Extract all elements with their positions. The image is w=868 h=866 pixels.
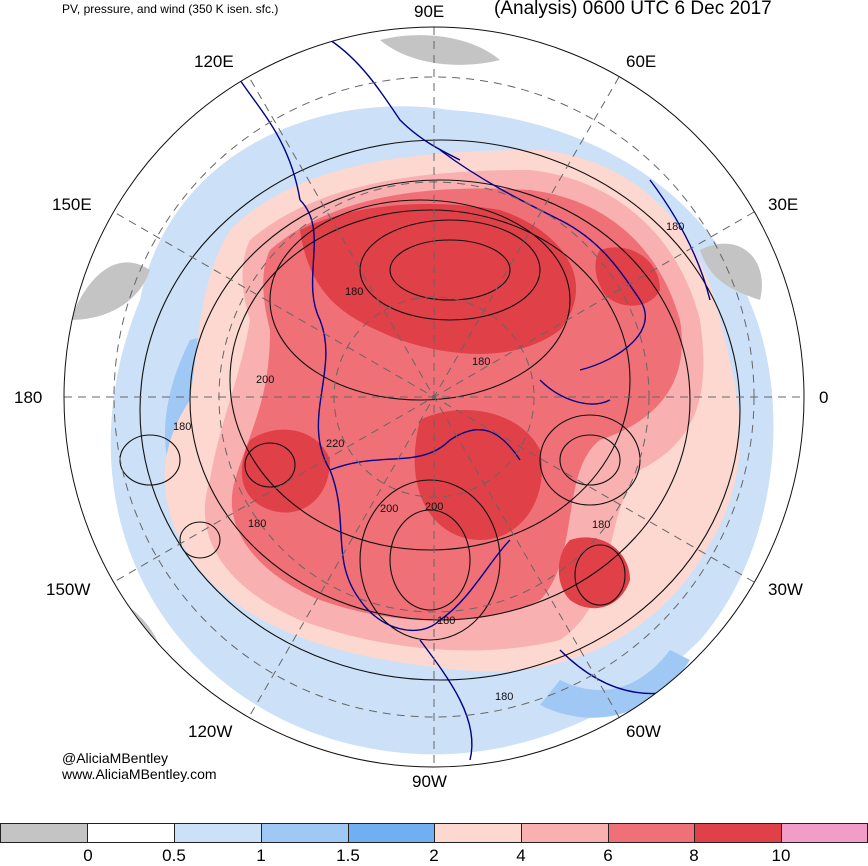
pressure-label: 180 [345,286,363,298]
longitude-label-120w: 120W [188,722,233,741]
pv-gray-patch [700,243,762,300]
pv-core [241,429,330,513]
colorbar-swatch [781,823,868,843]
longitude-label-30e: 30E [768,195,799,214]
colorbar-swatch [261,823,349,843]
colorbar-label: 0 [83,846,93,865]
longitude-label-150w: 150W [46,580,91,599]
pv-gray-patch [380,35,500,65]
pressure-label: 180 [437,615,455,627]
colorbar-swatch [694,823,782,843]
longitude-label-90w: 90W [412,772,447,791]
longitude-label-30w: 30W [768,580,803,599]
colorbar-label: 6 [603,846,613,865]
pv-core [300,204,577,354]
colorbar-swatch [0,823,88,843]
longitude-label-150e: 150E [52,195,92,214]
pv-blue-band-3 [540,650,690,718]
colorbar-label: 1.5 [336,846,360,865]
colorbar-label: 1 [256,846,266,865]
pv-gray-patch [70,262,150,320]
pressure-label: 180 [495,691,513,703]
longitude-label-90e: 90E [414,2,445,21]
pressure-label: 180 [592,519,610,531]
longitude-label-180: 180 [14,388,43,407]
pressure-label: 180 [472,356,490,368]
colorbar-label: 2 [429,846,439,865]
longitude-label-60e: 60E [626,52,657,71]
pressure-label: 200 [380,503,398,515]
longitude-label-120e: 120E [194,52,234,71]
colorbar-swatch [434,823,522,843]
pressure-label: 180 [248,518,266,530]
colorbar-swatch [521,823,609,843]
colorbar-label: 0.5 [162,846,186,865]
pressure-label: 220 [326,438,344,450]
map-title: PV, pressure, and wind (350 K isen. sfc.… [62,2,279,16]
colorbar-swatch [174,823,262,843]
polar-map: 180 180 200 180 220 200 200 180 180 180 … [63,26,805,768]
colorbar-label: 4 [516,846,526,865]
pressure-label: 180 [666,221,684,233]
pressure-label: 180 [173,421,191,433]
colorbar-label: 10 [771,846,791,865]
colorbar-swatch [348,823,436,843]
colorbar [0,823,868,843]
pressure-label: 200 [256,374,274,386]
colorbar-label: 8 [689,846,699,865]
credit-handle: @AliciaMBentley [62,750,169,766]
map-valid-time: (Analysis) 0600 UTC 6 Dec 2017 [494,0,772,19]
colorbar-swatch [608,823,696,843]
longitude-label-0: 0 [819,388,829,407]
longitude-label-60w: 60W [626,722,661,741]
pressure-label: 200 [425,501,443,513]
credit-website: www.AliciaMBentley.com [62,766,217,782]
colorbar-swatch [87,823,175,843]
